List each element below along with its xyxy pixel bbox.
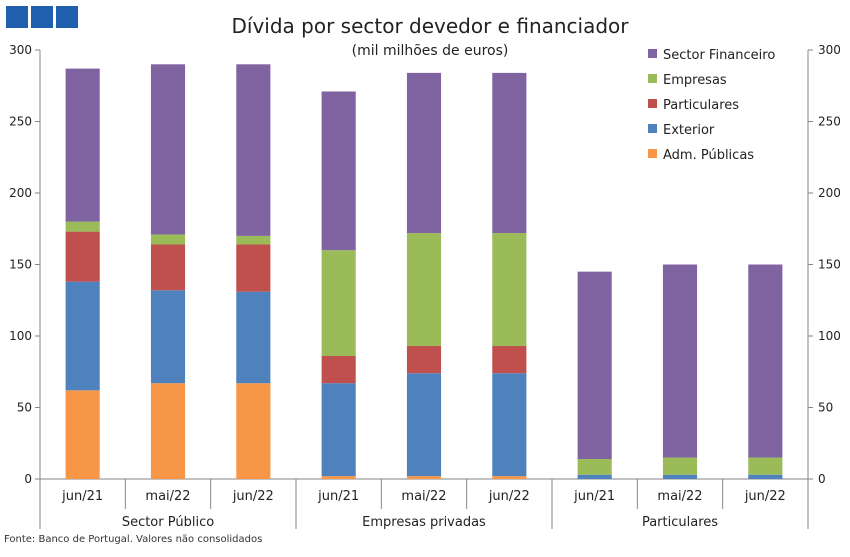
y-tick-label-left: 250 xyxy=(9,115,32,129)
bar-exterior-4 xyxy=(321,383,356,477)
bar-exterior-3 xyxy=(236,291,271,384)
bar-empresas-6 xyxy=(492,233,527,347)
x-tick-label: jun/21 xyxy=(573,489,615,504)
legend-label: Exterior xyxy=(663,123,715,138)
bar-empresas-4 xyxy=(321,250,356,357)
bar-empresas-7 xyxy=(577,458,612,475)
bar-adm-p-blicas-6 xyxy=(492,476,527,479)
bar-exterior-8 xyxy=(662,474,698,479)
bar-particulares-5 xyxy=(406,346,442,374)
bar-particulares-2 xyxy=(150,244,186,291)
x-tick-label: jun/22 xyxy=(232,489,274,504)
bar-adm-p-blicas-3 xyxy=(236,383,271,479)
bar-sector-financeiro-4 xyxy=(321,91,356,251)
bar-particulares-6 xyxy=(492,346,527,374)
x-tick-label: mai/22 xyxy=(145,489,190,504)
bar-adm-p-blicas-4 xyxy=(321,476,356,479)
legend-swatch xyxy=(648,124,657,133)
x-tick-label: mai/22 xyxy=(657,489,702,504)
legend-label: Adm. Públicas xyxy=(663,148,754,163)
bar-adm-p-blicas-1 xyxy=(65,390,100,479)
bar-empresas-3 xyxy=(236,235,271,245)
bar-sector-financeiro-6 xyxy=(492,72,527,234)
y-tick-label-right: 100 xyxy=(818,329,841,343)
bar-exterior-5 xyxy=(406,373,442,477)
legend-swatch xyxy=(648,74,657,83)
logo-square-1 xyxy=(6,6,28,28)
legend-label: Empresas xyxy=(663,73,727,88)
legend-swatch xyxy=(648,149,657,158)
bar-particulares-4 xyxy=(321,356,356,384)
bar-particulares-3 xyxy=(236,244,271,292)
group-label: Empresas privadas xyxy=(362,515,486,530)
bar-adm-p-blicas-5 xyxy=(406,476,442,479)
y-tick-label-left: 0 xyxy=(24,472,32,486)
legend-label: Particulares xyxy=(663,98,739,113)
y-tick-label-left: 300 xyxy=(9,43,32,57)
chart-subtitle: (mil milhões de euros) xyxy=(352,43,509,59)
x-tick-label: jun/22 xyxy=(744,489,786,504)
y-tick-label-left: 200 xyxy=(9,186,32,200)
group-label: Particulares xyxy=(642,515,718,530)
bar-sector-financeiro-1 xyxy=(65,68,100,222)
y-tick-label-right: 50 xyxy=(818,401,833,415)
legend-label: Sector Financeiro xyxy=(663,48,775,63)
bar-sector-financeiro-5 xyxy=(406,72,442,234)
y-tick-label-right: 0 xyxy=(818,472,826,486)
bar-sector-financeiro-2 xyxy=(150,64,186,235)
y-tick-label-left: 150 xyxy=(9,258,32,272)
logo-square-3 xyxy=(56,6,78,28)
bar-exterior-6 xyxy=(492,373,527,477)
logo-square-2 xyxy=(31,6,53,28)
bar-sector-financeiro-3 xyxy=(236,64,271,236)
bar-sector-financeiro-9 xyxy=(748,264,783,458)
bar-exterior-1 xyxy=(65,281,100,391)
y-tick-label-right: 300 xyxy=(818,43,841,57)
bar-particulares-1 xyxy=(65,231,100,282)
bar-adm-p-blicas-2 xyxy=(150,383,186,479)
legend-swatch xyxy=(648,99,657,108)
y-tick-label-left: 50 xyxy=(17,401,32,415)
x-tick-label: jun/21 xyxy=(317,489,359,504)
bar-exterior-7 xyxy=(577,474,612,479)
x-tick-label: jun/22 xyxy=(488,489,530,504)
bar-empresas-2 xyxy=(150,234,186,245)
chart-title: Dívida por sector devedor e financiador xyxy=(231,14,629,38)
y-tick-label-left: 100 xyxy=(9,329,32,343)
bar-sector-financeiro-8 xyxy=(662,264,698,458)
bar-empresas-1 xyxy=(65,221,100,232)
bar-exterior-9 xyxy=(748,474,783,479)
bar-empresas-9 xyxy=(748,457,783,475)
bar-sector-financeiro-7 xyxy=(577,271,612,459)
bar-exterior-2 xyxy=(150,290,186,384)
y-tick-label-right: 150 xyxy=(818,258,841,272)
legend-swatch xyxy=(648,49,657,58)
bar-empresas-5 xyxy=(406,233,442,347)
source-note: Fonte: Banco de Portugal. Valores não co… xyxy=(4,534,263,545)
x-tick-label: jun/21 xyxy=(61,489,103,504)
y-tick-label-right: 200 xyxy=(818,186,841,200)
bar-empresas-8 xyxy=(662,457,698,475)
group-label: Sector Público xyxy=(122,515,214,530)
y-tick-label-right: 250 xyxy=(818,115,841,129)
x-tick-label: mai/22 xyxy=(401,489,446,504)
